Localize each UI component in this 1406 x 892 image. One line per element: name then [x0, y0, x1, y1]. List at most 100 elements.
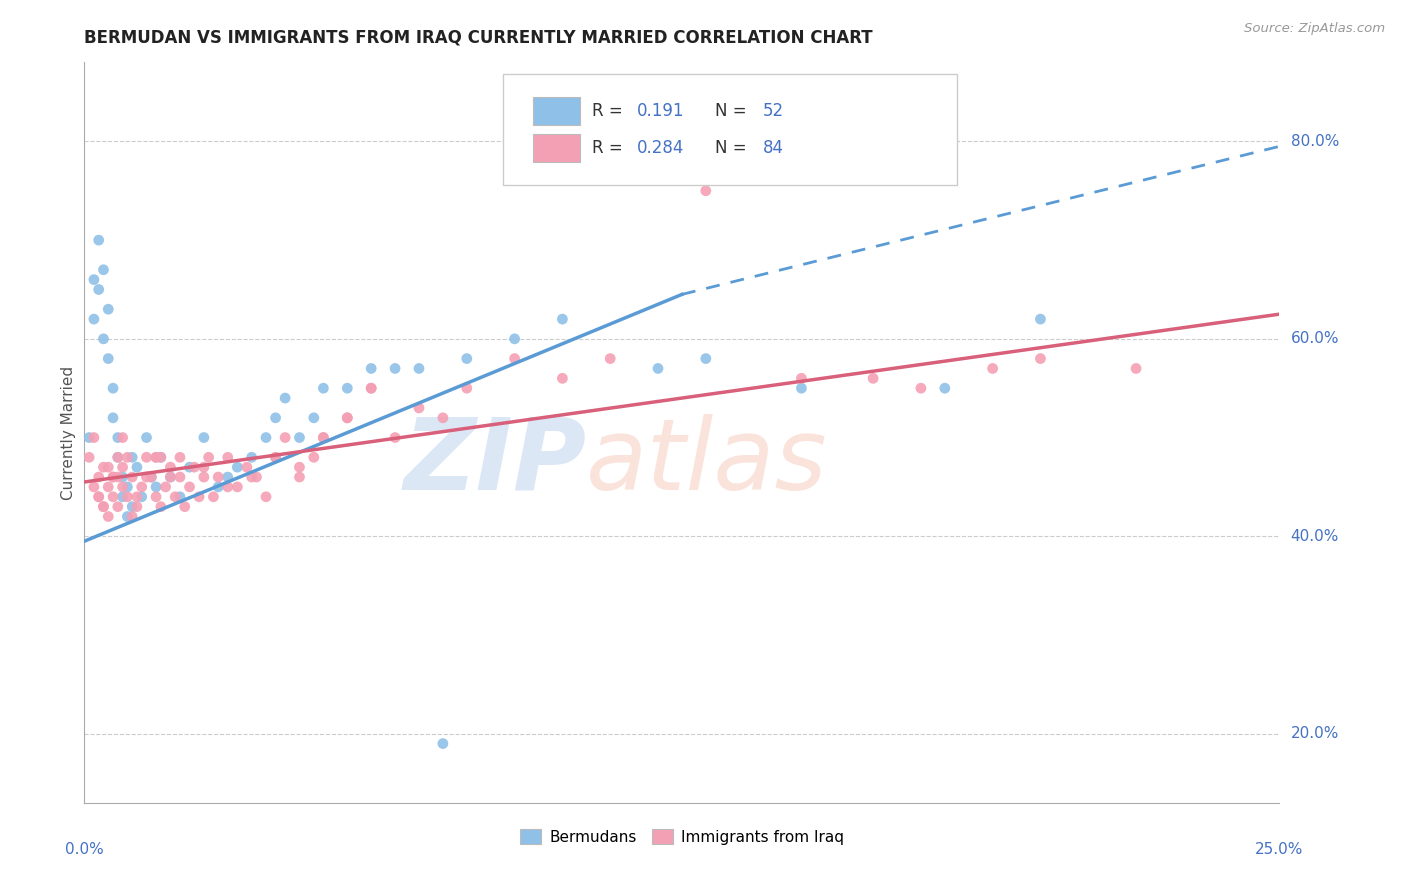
- Point: [107, 450, 129, 465]
- Point: [107, 500, 129, 514]
- Point: [312, 431, 335, 445]
- Point: [336, 410, 359, 425]
- Point: [197, 450, 219, 465]
- Point: [226, 460, 249, 475]
- Text: 52: 52: [763, 103, 785, 120]
- Point: [695, 351, 717, 366]
- Point: [101, 470, 124, 484]
- Point: [135, 470, 157, 484]
- Point: [107, 450, 129, 465]
- Point: [384, 361, 406, 376]
- Point: [121, 509, 143, 524]
- Point: [101, 490, 124, 504]
- Point: [107, 431, 129, 445]
- Point: [503, 351, 526, 366]
- Text: 60.0%: 60.0%: [1291, 331, 1339, 346]
- Point: [207, 480, 229, 494]
- Point: [169, 450, 191, 465]
- Point: [360, 381, 382, 395]
- Text: R =: R =: [592, 139, 628, 157]
- Text: 0.284: 0.284: [637, 139, 683, 157]
- Point: [111, 431, 134, 445]
- Point: [97, 302, 120, 317]
- Point: [1125, 361, 1147, 376]
- Point: [862, 371, 884, 385]
- Point: [408, 401, 430, 415]
- Point: [111, 480, 134, 494]
- FancyBboxPatch shape: [533, 97, 581, 126]
- Point: [145, 490, 167, 504]
- Point: [432, 737, 454, 751]
- Point: [193, 470, 215, 484]
- Point: [121, 470, 143, 484]
- Point: [83, 480, 105, 494]
- Point: [97, 509, 120, 524]
- Point: [149, 450, 172, 465]
- Point: [910, 381, 932, 395]
- Point: [145, 480, 167, 494]
- Point: [159, 470, 181, 484]
- Point: [202, 490, 225, 504]
- Point: [83, 312, 105, 326]
- Point: [217, 480, 239, 494]
- Text: 0.0%: 0.0%: [65, 842, 104, 856]
- Point: [264, 450, 287, 465]
- Point: [149, 450, 172, 465]
- Point: [93, 262, 115, 277]
- Point: [207, 470, 229, 484]
- Point: [149, 500, 172, 514]
- Point: [117, 480, 139, 494]
- Point: [179, 480, 201, 494]
- Y-axis label: Currently Married: Currently Married: [60, 366, 76, 500]
- Point: [125, 460, 148, 475]
- Point: [183, 460, 205, 475]
- Point: [87, 470, 110, 484]
- Point: [312, 381, 335, 395]
- Point: [1029, 351, 1052, 366]
- Text: 40.0%: 40.0%: [1291, 529, 1339, 544]
- Point: [101, 381, 124, 395]
- Point: [384, 431, 406, 445]
- Point: [236, 460, 259, 475]
- Point: [274, 431, 297, 445]
- Legend: Bermudans, Immigrants from Iraq: Bermudans, Immigrants from Iraq: [515, 823, 849, 851]
- Point: [107, 470, 129, 484]
- Point: [408, 361, 430, 376]
- Point: [169, 490, 191, 504]
- Point: [336, 381, 359, 395]
- Point: [934, 381, 956, 395]
- Point: [264, 450, 287, 465]
- Point: [125, 490, 148, 504]
- Text: atlas: atlas: [586, 414, 828, 511]
- Point: [135, 450, 157, 465]
- Text: N =: N =: [716, 139, 752, 157]
- Point: [336, 410, 359, 425]
- Point: [551, 371, 574, 385]
- Text: Source: ZipAtlas.com: Source: ZipAtlas.com: [1244, 22, 1385, 36]
- Point: [117, 450, 139, 465]
- Point: [155, 480, 177, 494]
- Point: [111, 470, 134, 484]
- Point: [93, 500, 115, 514]
- Point: [790, 381, 813, 395]
- Point: [288, 431, 311, 445]
- Point: [240, 450, 263, 465]
- Text: BERMUDAN VS IMMIGRANTS FROM IRAQ CURRENTLY MARRIED CORRELATION CHART: BERMUDAN VS IMMIGRANTS FROM IRAQ CURRENT…: [84, 29, 873, 47]
- Point: [101, 410, 124, 425]
- Point: [226, 480, 249, 494]
- Text: 20.0%: 20.0%: [1291, 726, 1339, 741]
- Point: [117, 509, 139, 524]
- Point: [131, 490, 153, 504]
- Point: [117, 490, 139, 504]
- Point: [159, 460, 181, 475]
- Point: [360, 381, 382, 395]
- Point: [121, 500, 143, 514]
- Text: 0.191: 0.191: [637, 103, 683, 120]
- Point: [179, 460, 201, 475]
- Point: [87, 490, 110, 504]
- Point: [97, 460, 120, 475]
- Point: [87, 233, 110, 247]
- Point: [193, 431, 215, 445]
- Point: [503, 332, 526, 346]
- Point: [173, 500, 195, 514]
